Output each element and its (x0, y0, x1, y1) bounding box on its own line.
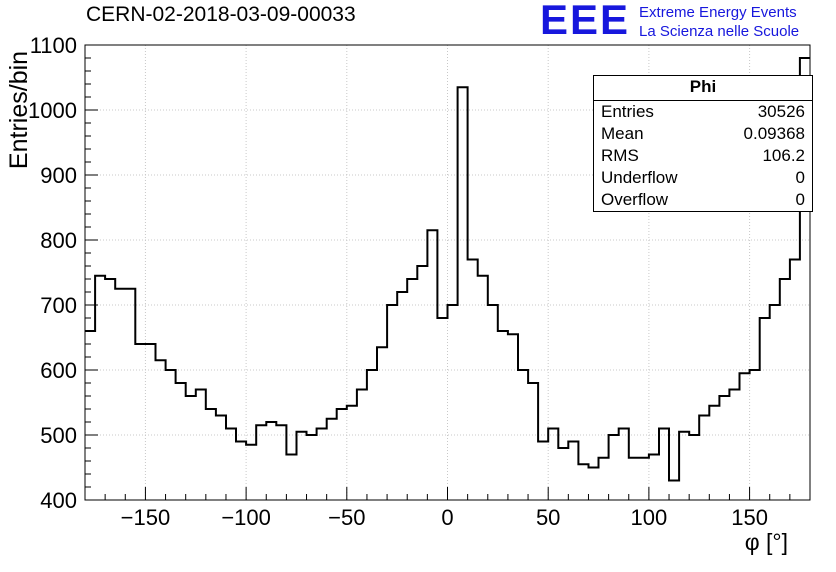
eee-logo-line1: Extreme Energy Events (639, 4, 797, 21)
svg-text:100: 100 (631, 505, 668, 530)
stats-row-rms: RMS 106.2 (594, 145, 812, 167)
svg-text:150: 150 (731, 505, 768, 530)
svg-text:700: 700 (40, 293, 77, 318)
svg-text:1000: 1000 (28, 98, 77, 123)
x-axis-title: φ [°] (745, 529, 788, 555)
stats-row-overflow: Overflow 0 (594, 189, 812, 211)
eee-logo-line2: La Scienza nelle Scuole (639, 22, 800, 40)
y-axis-title: Entries/bin (5, 51, 33, 169)
stats-label: Underflow (601, 168, 678, 187)
svg-text:−100: −100 (221, 505, 271, 530)
svg-text:900: 900 (40, 163, 77, 188)
stats-row-entries: Entries 30526 (594, 101, 812, 123)
stats-label: RMS (601, 146, 639, 165)
stats-value: 0.09368 (743, 124, 805, 143)
svg-text:1100: 1100 (30, 33, 77, 58)
stats-value: 106.2 (762, 146, 805, 165)
stats-value: 0 (795, 190, 805, 209)
stats-value: 30526 (757, 102, 805, 121)
svg-text:500: 500 (40, 423, 77, 448)
stats-title: Phi (594, 76, 812, 101)
stats-label: Overflow (601, 190, 669, 209)
stats-row-underflow: Underflow 0 (594, 167, 812, 189)
svg-text:0: 0 (441, 505, 453, 530)
stats-label: Mean (601, 124, 644, 143)
svg-text:−150: −150 (121, 505, 171, 530)
svg-text:50: 50 (536, 505, 560, 530)
stats-box: Phi Entries 30526 Mean 0.09368 RMS 106.2… (593, 75, 813, 212)
stats-value: 0 (795, 168, 805, 187)
svg-text:400: 400 (40, 488, 77, 513)
svg-text:600: 600 (40, 358, 77, 383)
eee-logo-subtitle: Extreme Energy Events La Scienza nelle S… (639, 2, 799, 42)
svg-text:−50: −50 (328, 505, 365, 530)
eee-logo: EEE Extreme Energy Events La Scienza nel… (540, 0, 799, 43)
stats-row-mean: Mean 0.09368 (594, 123, 812, 145)
svg-text:800: 800 (40, 228, 77, 253)
page-title: CERN-02-2018-03-09-00033 (86, 3, 356, 26)
stats-label: Entries (601, 102, 654, 121)
histogram-line (85, 57, 810, 482)
eee-logo-text: EEE (540, 0, 631, 43)
